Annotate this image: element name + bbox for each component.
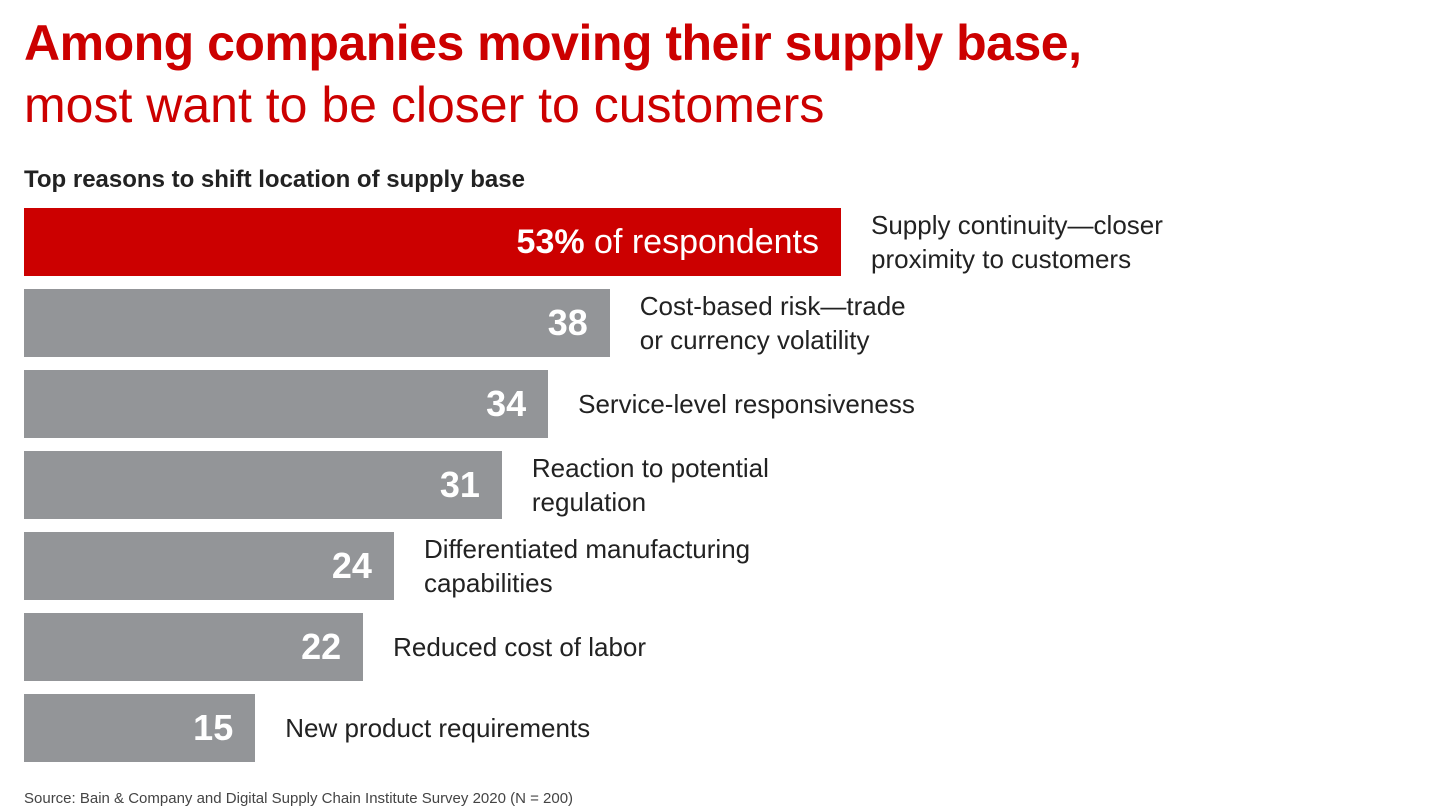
category-label: Reduced cost of labor (393, 632, 647, 662)
bar-6 (24, 694, 256, 762)
value-suffix: of respondents (584, 223, 819, 261)
bar-1 (24, 289, 610, 357)
bar-value-label: 38 (547, 302, 588, 343)
chart-subtitle: Top reasons to shift location of supply … (24, 166, 525, 193)
bar-2 (24, 370, 549, 438)
chart-title: Among companies moving their supply base… (24, 15, 1082, 71)
bar-5 (24, 613, 364, 681)
bar-value-label: 34 (486, 383, 527, 424)
category-label: Reaction to potential regulation (531, 453, 769, 517)
bar-value-label: 31 (439, 464, 480, 505)
bar-3 (24, 451, 502, 519)
category-label: Cost-based risk—trade or currency volati… (639, 291, 906, 355)
category-label: Service-level responsiveness (578, 389, 915, 419)
bar-value-label: 15 (193, 707, 234, 748)
category-label: Supply continuity—closer proximity to cu… (871, 210, 1163, 274)
bar-value-label: 22 (301, 626, 342, 667)
bar-value-label: 53% of respondents (516, 223, 819, 261)
category-label: Differentiated manufacturing capabilitie… (423, 534, 751, 598)
bar-0 (24, 208, 841, 276)
chart-title-subline: most want to be closer to customers (24, 77, 825, 133)
bar-4 (24, 532, 394, 600)
bar-value-label: 24 (331, 545, 372, 586)
source-note: Source: Bain & Company and Digital Suppl… (24, 790, 574, 807)
category-label: New product requirements (285, 713, 591, 743)
